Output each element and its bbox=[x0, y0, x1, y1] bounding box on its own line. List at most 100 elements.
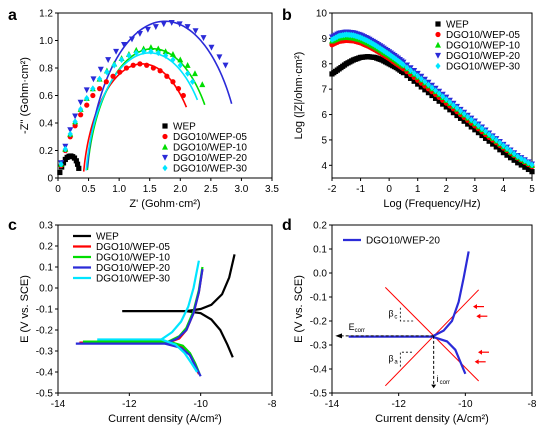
data-point bbox=[518, 162, 524, 168]
legend-marker bbox=[435, 41, 441, 48]
data-point bbox=[117, 69, 123, 75]
legend-label: WEP bbox=[173, 122, 196, 133]
data-point bbox=[83, 87, 90, 94]
legend-label: DGO10/WEP-10 bbox=[173, 143, 247, 154]
data-point bbox=[468, 116, 474, 123]
data-point bbox=[486, 138, 492, 144]
data-point bbox=[457, 115, 464, 121]
beta-a-guide bbox=[399, 351, 414, 367]
icorr-label: i bbox=[437, 374, 439, 384]
fit-curve bbox=[85, 52, 199, 171]
data-point bbox=[493, 136, 499, 144]
data-point bbox=[111, 62, 117, 69]
y-axis-label: -Z'' (Gohm·cm²) bbox=[19, 57, 31, 134]
y-tick-label: 8 bbox=[321, 59, 327, 70]
x-tick-label: 2.0 bbox=[173, 184, 187, 195]
data-point bbox=[395, 57, 401, 64]
plot-frame bbox=[331, 224, 533, 394]
data-point bbox=[418, 84, 424, 90]
data-point bbox=[170, 56, 176, 63]
data-point bbox=[184, 62, 191, 68]
tafel-cathodic-branch bbox=[164, 342, 202, 377]
data-point bbox=[400, 61, 407, 68]
data-point bbox=[447, 99, 453, 106]
data-point bbox=[164, 73, 170, 79]
tafel-cathodic-branch bbox=[161, 338, 199, 373]
data-point bbox=[141, 48, 147, 55]
data-point bbox=[429, 92, 435, 99]
x-tick-label: 2 bbox=[444, 184, 450, 195]
data-point bbox=[148, 48, 154, 55]
data-point bbox=[84, 102, 90, 108]
y-tick-label: -0.5 bbox=[310, 389, 328, 400]
x-tick-label: -12 bbox=[391, 399, 406, 410]
icorr-arrow-icon bbox=[431, 384, 437, 389]
data-point bbox=[457, 107, 464, 115]
panel-d: -14 -12 -10 -8 -0.5 -0.4 -0.3 -0.2 -0.1 0.0 0.1 0.2… bbox=[293, 221, 537, 426]
data-point bbox=[418, 75, 424, 83]
tafel-region-arrow-head-icon bbox=[473, 304, 477, 310]
data-point bbox=[78, 106, 84, 113]
data-point bbox=[461, 110, 467, 118]
legend-label: DGO10/WEP-10 bbox=[96, 253, 170, 264]
y-tick-label: -0.4 bbox=[36, 368, 54, 379]
tafel-region-arrow-head-icon bbox=[474, 359, 479, 365]
x-tick-label: 3.5 bbox=[265, 184, 279, 195]
data-point bbox=[113, 48, 120, 55]
data-point bbox=[147, 44, 154, 50]
data-point bbox=[177, 56, 184, 63]
data-point bbox=[90, 92, 96, 99]
data-point bbox=[511, 157, 517, 163]
beta-a-subscript: a bbox=[394, 359, 398, 365]
data-point bbox=[486, 131, 492, 138]
tafel-cathodic-branch bbox=[186, 310, 234, 358]
data-point bbox=[216, 54, 223, 61]
data-point bbox=[96, 86, 103, 92]
data-point bbox=[522, 164, 528, 170]
y-tick-label: 0 bbox=[47, 174, 53, 185]
data-point bbox=[77, 99, 84, 106]
beta-c-guide bbox=[399, 307, 414, 322]
y-tick-label: -0.1 bbox=[310, 293, 328, 304]
y-tick-label: 7 bbox=[321, 85, 327, 96]
data-point bbox=[425, 90, 432, 96]
y-tick-label: 6 bbox=[321, 110, 327, 121]
legend-marker bbox=[162, 123, 168, 129]
data-point bbox=[168, 20, 175, 26]
data-point bbox=[136, 31, 143, 37]
data-point bbox=[468, 124, 474, 130]
legend-marker bbox=[435, 21, 441, 27]
data-point bbox=[407, 75, 414, 81]
x-tick-label: 0 bbox=[386, 184, 392, 195]
tafel-anodic-branch bbox=[164, 268, 204, 345]
data-point bbox=[507, 147, 514, 155]
y-tick-label: 0.2 bbox=[313, 221, 327, 232]
data-point bbox=[137, 61, 143, 67]
legend-label: DGO10/WEP-30 bbox=[173, 164, 247, 175]
x-tick-label: -14 bbox=[51, 399, 66, 410]
icorr-subscript: corr bbox=[440, 380, 450, 386]
data-point bbox=[432, 87, 439, 94]
data-point bbox=[411, 78, 417, 84]
data-point bbox=[511, 150, 517, 157]
legend-marker bbox=[162, 164, 168, 172]
x-tick-label: 1.0 bbox=[112, 184, 126, 195]
data-point bbox=[72, 113, 79, 120]
data-point bbox=[71, 155, 78, 161]
y-tick-label: -0.4 bbox=[310, 365, 328, 376]
data-point bbox=[443, 96, 449, 103]
data-point bbox=[440, 93, 446, 100]
data-point bbox=[472, 127, 478, 133]
data-point bbox=[507, 155, 514, 161]
y-axis-label: E (V vs. SCE) bbox=[19, 275, 31, 343]
data-point bbox=[500, 150, 507, 156]
legend-label: DGO10/WEP-20 bbox=[96, 263, 170, 274]
y-tick-label: -0.5 bbox=[36, 389, 54, 400]
tafel-region-arrow-head-icon bbox=[476, 313, 481, 319]
legend-marker bbox=[435, 31, 441, 38]
data-point bbox=[57, 169, 63, 176]
tafel-cathodic-branch bbox=[431, 335, 467, 375]
data-point bbox=[199, 81, 206, 88]
x-tick-label: 1.5 bbox=[143, 184, 157, 195]
